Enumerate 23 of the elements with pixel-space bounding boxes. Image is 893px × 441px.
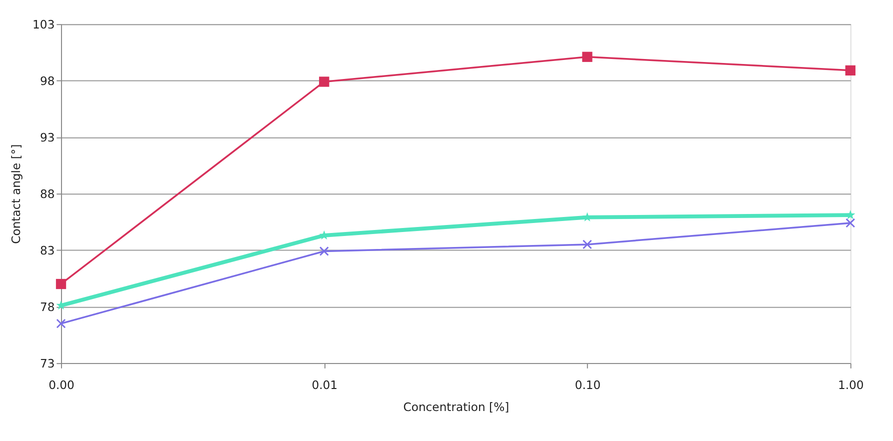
point	[56, 318, 66, 328]
y-tick-label: 98	[40, 74, 55, 88]
y-axis-title: Contact angle [°]	[8, 144, 23, 244]
x-tick-label: 1.00	[838, 378, 864, 392]
y-tick-label: 88	[40, 186, 55, 201]
point	[319, 246, 329, 256]
y-tick-label: 93	[40, 130, 55, 144]
x-tick-label: 0.01	[312, 378, 338, 392]
y-tick-label: 83	[40, 243, 55, 258]
point	[56, 278, 66, 290]
x-tick-label: 0.10	[574, 378, 601, 392]
point	[319, 76, 330, 87]
x-axis-title: Concentration [%]	[403, 400, 510, 414]
x-tick-label: 0.00	[48, 378, 74, 392]
y-tick-label: 78	[40, 300, 55, 314]
point	[319, 230, 329, 240]
point	[846, 218, 856, 228]
y-tick-label: 103	[32, 17, 55, 32]
point	[582, 240, 592, 250]
point	[846, 210, 856, 220]
point	[582, 52, 592, 62]
y-tick-label: 73	[40, 356, 55, 370]
point	[845, 65, 856, 76]
